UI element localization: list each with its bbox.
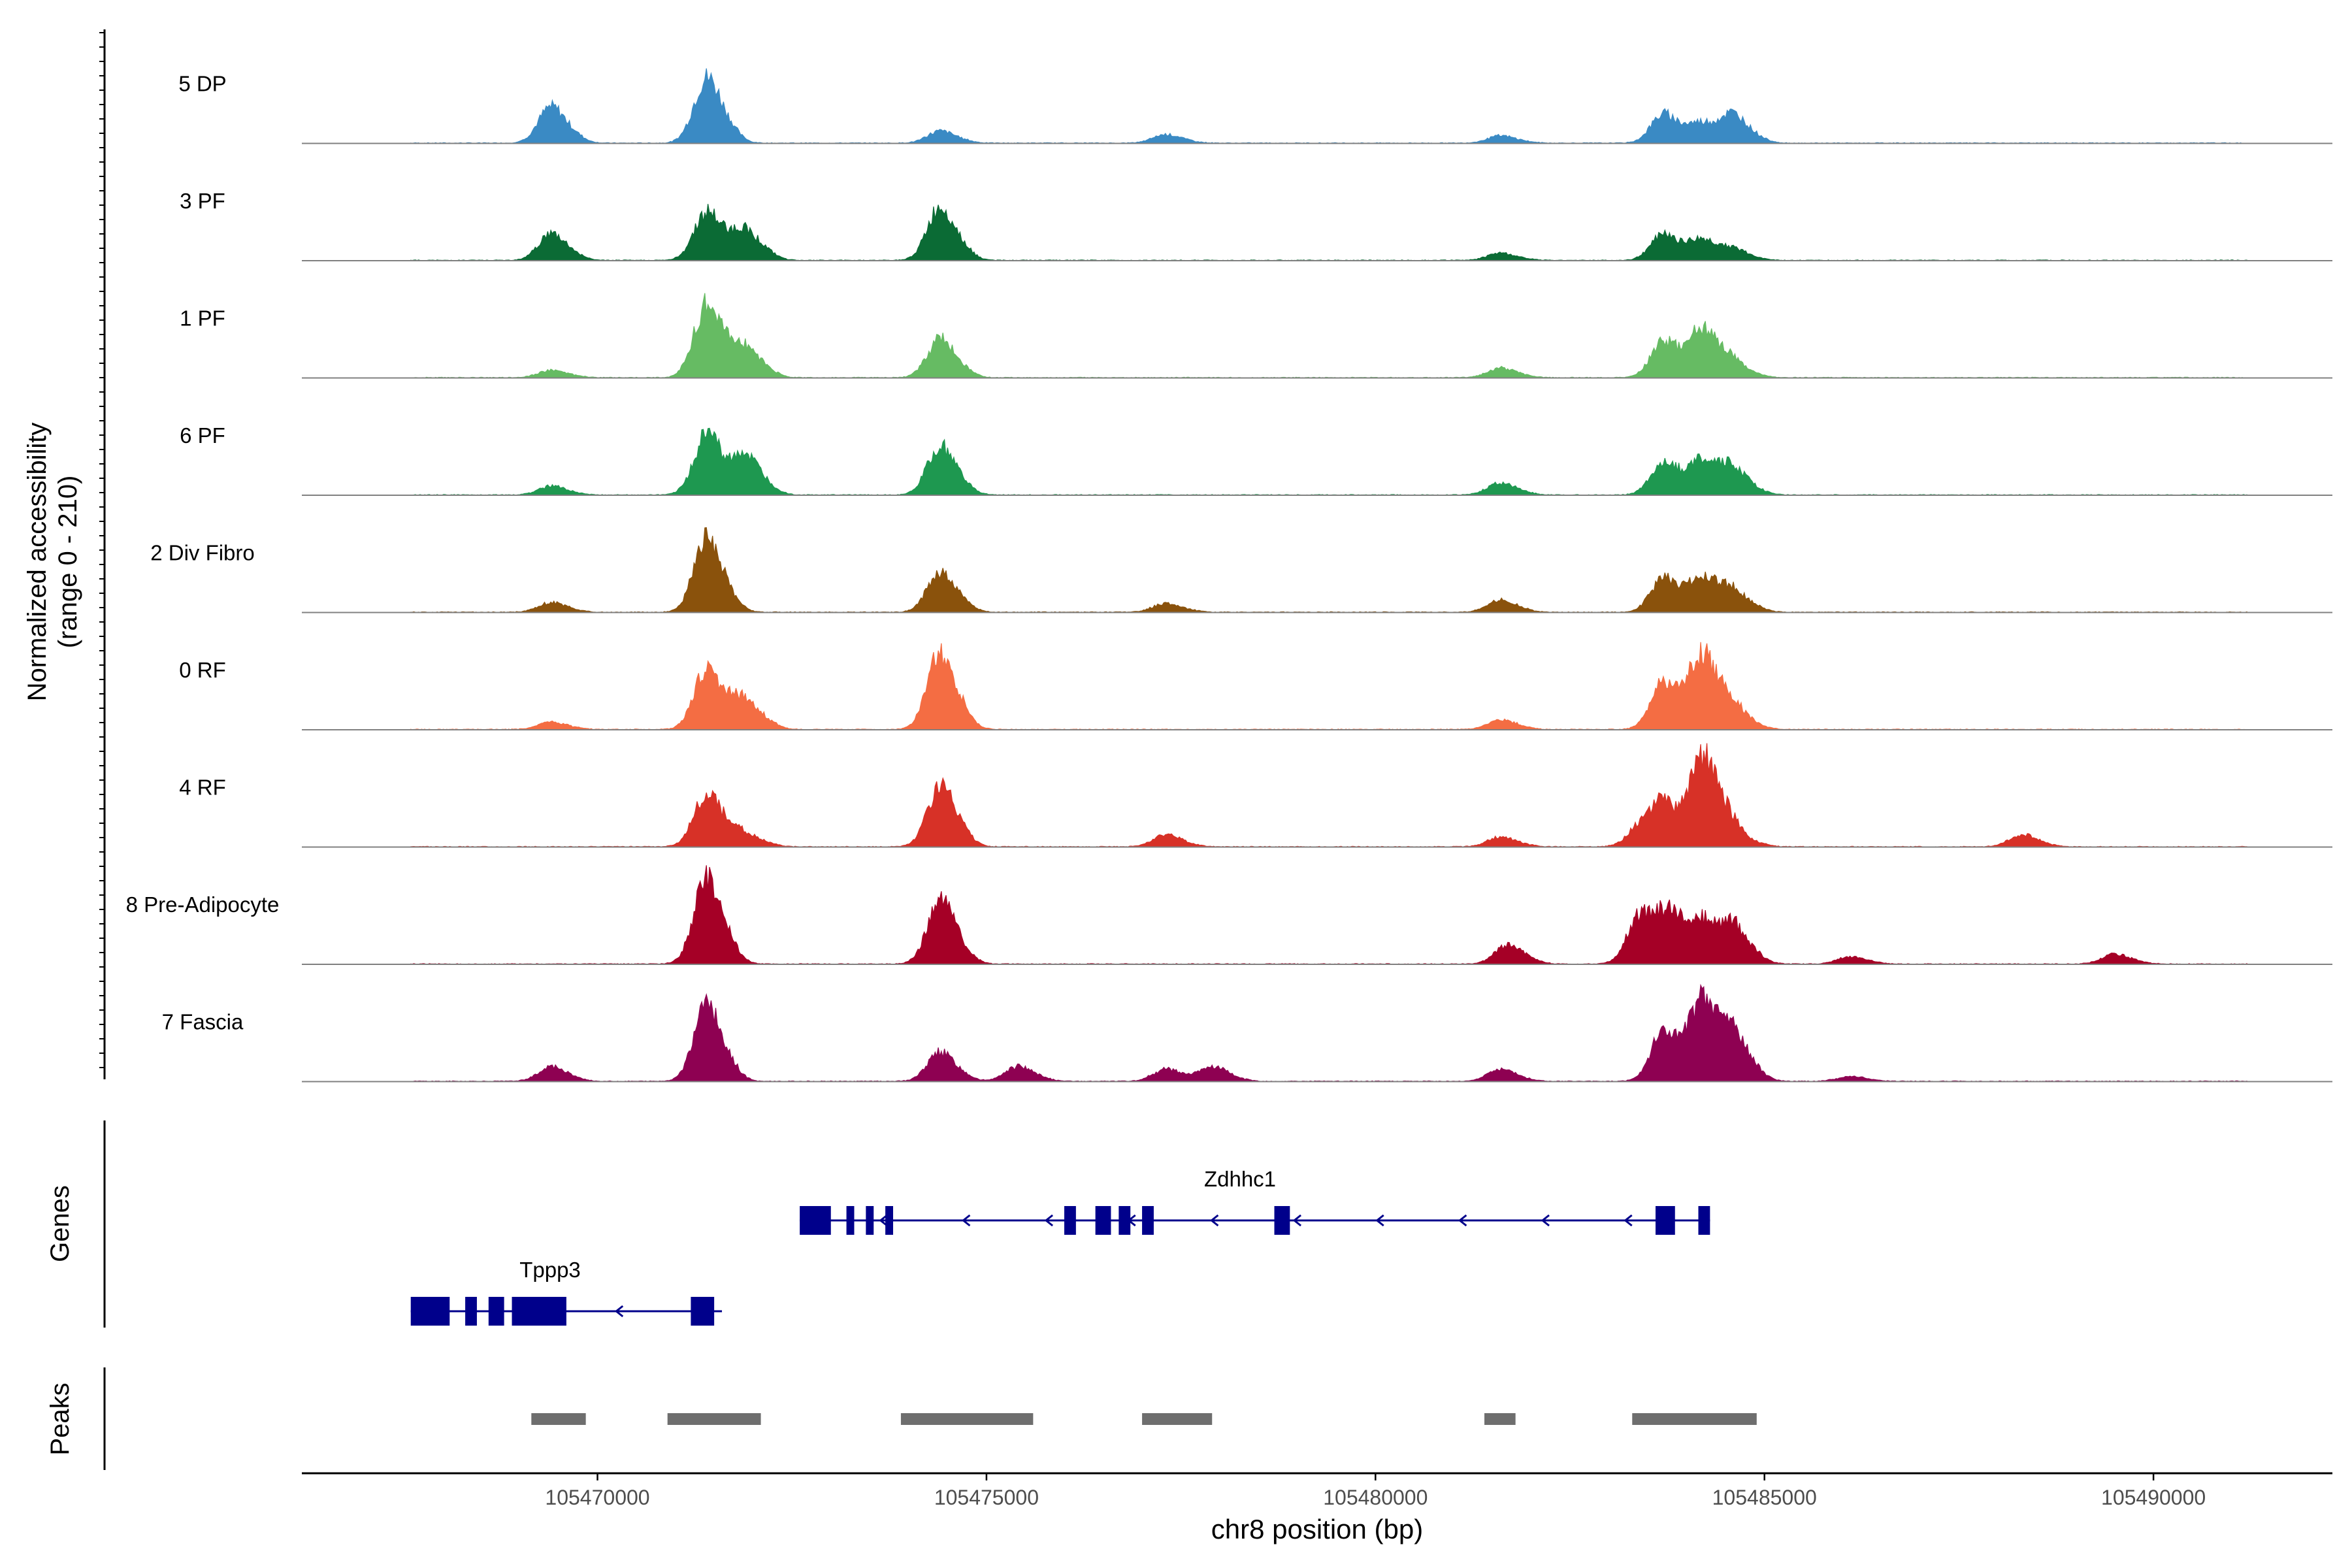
peak-region <box>531 1413 586 1425</box>
y-axis-label-line2: (range 0 - 210) <box>54 476 82 649</box>
gene-exon <box>1142 1206 1154 1235</box>
y-axis <box>99 29 106 1079</box>
gene-exon <box>846 1206 855 1235</box>
peak-region <box>900 1413 1034 1425</box>
gene-exon <box>800 1206 831 1235</box>
x-tick-label: 105475000 <box>934 1486 1039 1509</box>
strand-arrow <box>1292 1214 1301 1227</box>
track-label: 3 PF <box>180 189 225 213</box>
gene-exon <box>465 1297 477 1326</box>
peak-region <box>667 1413 761 1425</box>
track-label: 7 Fascia <box>162 1010 244 1034</box>
gene-exon <box>691 1297 715 1326</box>
track-label: 2 Div Fibro <box>150 541 255 565</box>
gene-exon <box>488 1297 504 1326</box>
gene-zdhhc1: Zdhhc1 <box>800 1167 1710 1235</box>
strand-arrow <box>879 1214 888 1227</box>
strand-arrow <box>1541 1214 1550 1227</box>
gene-exon <box>1095 1206 1111 1235</box>
x-axis-label: chr8 position (bp) <box>1211 1514 1424 1544</box>
track-label: 5 DP <box>178 72 226 96</box>
peak-region <box>1142 1413 1213 1425</box>
gene-label: Tppp3 <box>519 1258 581 1282</box>
strand-arrow <box>1375 1214 1384 1227</box>
gene-exon <box>1274 1206 1290 1235</box>
strand-arrow <box>1624 1214 1633 1227</box>
x-tick-label: 105485000 <box>1712 1486 1817 1509</box>
track-7-fascia: 7 Fascia <box>162 983 2332 1083</box>
track-2-div-fibro: 2 Div Fibro <box>150 527 2332 613</box>
x-tick-label: 105490000 <box>2101 1486 2206 1509</box>
gene-exon <box>866 1206 874 1235</box>
x-tick-label: 105470000 <box>545 1486 649 1509</box>
strand-arrow <box>962 1214 971 1227</box>
gene-exon <box>512 1297 566 1326</box>
track-0-rf: 0 RF <box>179 642 2332 730</box>
gene-exon <box>1119 1206 1131 1235</box>
peaks-panel-label: Peaks <box>46 1382 74 1455</box>
x-tick-label: 105480000 <box>1323 1486 1428 1509</box>
peak-region <box>1632 1413 1757 1425</box>
genes-panel-label: Genes <box>46 1185 74 1262</box>
strand-arrow <box>1044 1214 1054 1227</box>
track-4-rf: 4 RF <box>179 743 2332 848</box>
y-axis-label-line1: Normalized accessibility <box>23 423 52 702</box>
track-label: 1 PF <box>180 306 225 331</box>
peak-region <box>1484 1413 1516 1425</box>
track-3-pf: 3 PF <box>180 189 2332 261</box>
gene-label: Zdhhc1 <box>1204 1167 1276 1191</box>
track-1-pf: 1 PF <box>180 293 2332 379</box>
track-6-pf: 6 PF <box>180 423 2332 496</box>
genes-panel: Genes Zdhhc1 Tppp3 <box>46 1120 1710 1328</box>
x-axis: 105470000 105475000 105480000 105485000 1054… <box>302 1472 2332 1509</box>
gene-tppp3: Tppp3 <box>410 1258 723 1326</box>
strand-arrow <box>614 1305 624 1318</box>
strand-arrow <box>1210 1214 1219 1227</box>
coverage-tracks: 5 DP 3 PF 1 PF 6 PF 2 Div Fibro 0 RF 4 RF 8 Pre… <box>126 68 2332 1083</box>
peaks-panel: Peaks <box>46 1367 1757 1470</box>
strand-arrow <box>1458 1214 1467 1227</box>
track-label: 4 RF <box>179 776 226 800</box>
gene-exon <box>1698 1206 1710 1235</box>
track-label: 0 RF <box>179 658 226 682</box>
track-8-pre-adipocyte: 8 Pre-Adipocyte <box>126 865 2332 965</box>
track-label: 6 PF <box>180 423 225 448</box>
track-5-dp: 5 DP <box>178 68 2332 144</box>
gene-exon <box>410 1297 450 1326</box>
gene-exon <box>1064 1206 1076 1235</box>
gene-exon <box>885 1206 894 1235</box>
track-label: 8 Pre-Adipocyte <box>126 892 280 917</box>
gene-exon <box>1656 1206 1675 1235</box>
